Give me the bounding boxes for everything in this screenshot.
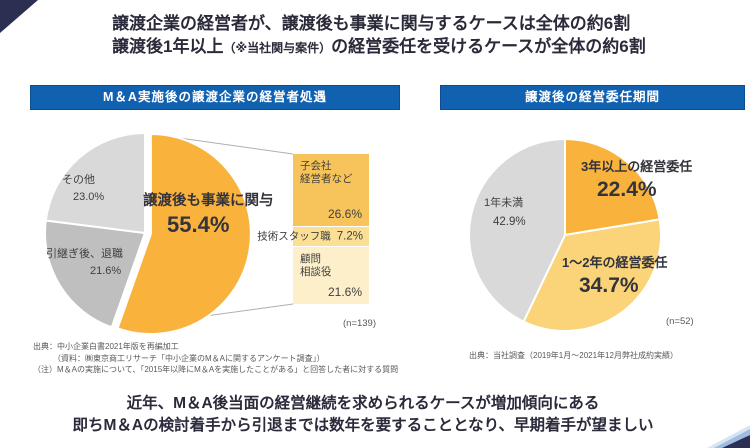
slice-label-retired: 引継ぎ後、退職 xyxy=(46,248,123,260)
slice-label-involved: 譲渡後も事業に関与 xyxy=(143,193,274,209)
pie-slice xyxy=(116,132,252,335)
slice-label-other: その他 xyxy=(62,174,95,186)
source-note-line: （資料：㈱東京商工リサーチ「中小企業のM＆Aに関するアンケート調査」） xyxy=(33,353,325,363)
conclusion-message: 近年、M＆A後当面の経営継続を求められるケースが増加傾向にある 即ちM＆Aの検討… xyxy=(0,393,726,437)
segment-label-line: 経営者など xyxy=(300,173,353,185)
left-panel-header: M＆A実施後の譲渡企業の経営者処遇 xyxy=(30,85,400,110)
right-sample-size: (n=52) xyxy=(666,316,694,327)
segment-label-line: 相談役 xyxy=(300,265,332,278)
bar-segment-advisor: 顧問 相談役 21.6% xyxy=(293,245,369,304)
bar-segment-subsidiary-executive: 子会社 経営者など 26.6% xyxy=(293,154,369,227)
segment-value: 21.6% xyxy=(327,284,362,299)
pie-slice xyxy=(44,131,146,235)
title-note: （※当社関与案件） xyxy=(223,41,332,55)
page-title-line2: 譲渡後1年以上（※当社関与案件）の経営委任を受けるケースが全体の約6割 xyxy=(112,37,646,56)
slice-value-under-1-year: 42.9% xyxy=(493,216,526,228)
source-note-line: （注）M＆Aの実施について、「2015年以降にM＆Aを実施したことがある」と回答… xyxy=(33,365,399,374)
left-source-notes: 出典：中小企業白書2021年版を再編加工 （資料：㈱東京商工リサーチ「中小企業の… xyxy=(33,341,398,376)
source-note-line: 出典：中小企業白書2021年版を再編加工 xyxy=(33,342,179,351)
segment-label-line: 子会社 xyxy=(300,160,332,172)
slice-label-1-2-years: 1～2年の経営委任 xyxy=(562,255,668,270)
breakdown-bar: 子会社 経営者など 26.6% 技術スタッフ職 7.2% 顧問 相談役 21.6% xyxy=(257,154,369,304)
right-source-note: 出典：当社調査（2019年1月～2021年12月弊社成約実績） xyxy=(469,351,678,360)
segment-label: 技術スタッフ職 xyxy=(257,230,331,243)
pie-slice xyxy=(564,137,661,237)
segment-value: 7.2% xyxy=(336,230,363,243)
corner-triangle-bottom-right xyxy=(707,425,750,448)
delegation-pie-chart xyxy=(468,137,662,332)
slice-label-under-1-year: 1年未満 xyxy=(484,197,524,209)
conclusion-line2: 即ちM＆Aの検討着手から引退までは数年を要することとなり、早期着手が望ましい xyxy=(72,417,654,434)
slice-label-3plus-years: 3年以上の経営委任 xyxy=(581,159,693,174)
corner-triangle-top-left xyxy=(0,0,38,33)
segment-value: 26.6% xyxy=(327,207,362,222)
conclusion-line1: 近年、M＆A後当面の経営継続を求められるケースが増加傾向にある xyxy=(126,395,600,412)
slice-value-1-2-years: 34.7% xyxy=(579,274,639,297)
pie-slice xyxy=(522,218,662,332)
slice-value-other: 23.0% xyxy=(73,191,105,203)
bar-segment-technical-staff: 技術スタッフ職 7.2% xyxy=(257,226,369,246)
page-title: 譲渡企業の経営者が、譲渡後も事業に関与するケースは全体の約6割 譲渡後1年以上（… xyxy=(112,12,646,60)
segment-label-line: 顧問 xyxy=(300,252,321,265)
pie-slice xyxy=(44,219,147,329)
right-panel-header: 譲渡後の経営委任期間 xyxy=(440,85,745,110)
slice-value-3plus-years: 22.4% xyxy=(597,178,657,201)
left-sample-size: (n=139) xyxy=(343,318,377,329)
slice-value-retired: 21.6% xyxy=(90,265,122,277)
treatment-pie-chart xyxy=(44,131,294,335)
pie-slice xyxy=(468,137,566,323)
slice-value-involved: 55.4% xyxy=(167,212,230,237)
page-title-line1: 譲渡企業の経営者が、譲渡後も事業に関与するケースは全体の約6割 xyxy=(112,14,631,33)
